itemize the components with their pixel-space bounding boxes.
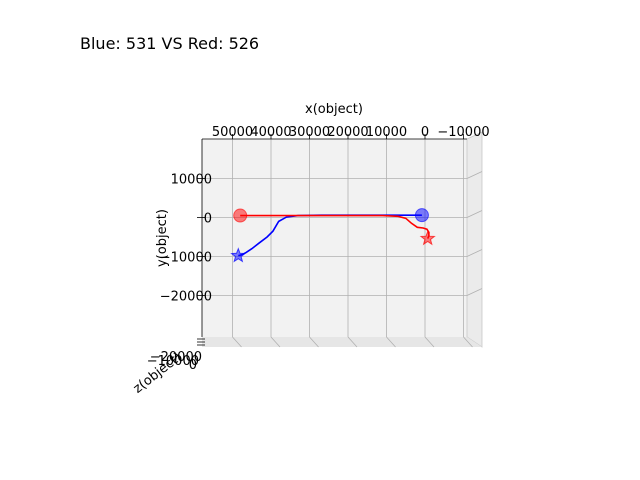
x-axis-label: x(object) [305,102,363,117]
series-end-marker-1 [419,230,436,246]
y-side-gridline [466,249,483,257]
y-side-gridline [466,171,483,179]
x-tick-label: 30000 [289,125,330,140]
x-tick-label: 20000 [327,125,368,140]
y-axis-label: y(object) [155,209,170,267]
series-layer [230,208,436,263]
back-pane [202,139,467,337]
x-tick-label: 50000 [212,125,253,140]
y-side-gridline [466,210,483,218]
series-start-marker-1 [233,208,248,223]
z-tick-label: 0 [189,358,197,373]
x-tick-label: 10000 [366,125,407,140]
y-tick-label: 10000 [171,173,212,188]
x-tick-label: 0 [421,125,429,140]
x-floor-gridline [270,336,281,348]
z-tick-label: −10000 [147,354,199,369]
y-tick-label: −10000 [160,251,212,266]
y-tick-label: −20000 [160,290,212,305]
z-tick-label: −20000 [150,350,202,365]
y-ticks: 10000 0 −10000 −20000 [160,173,212,305]
grid-lines [202,139,483,348]
x-floor-gridline [347,336,358,348]
x-floor-gridline [386,336,396,348]
x-floor-gridline [463,336,473,348]
series-start-marker-0 [414,208,429,223]
series-end-marker-0 [230,247,247,263]
side-pane [466,131,483,348]
chart-title: Blue: 531 VS Red: 526 [80,34,259,53]
x-tick-label: −10000 [437,125,489,140]
x-tick-label: 40000 [250,125,291,140]
x-floor-gridline [309,336,319,348]
floor-pane [202,337,482,347]
series-line-1 [240,214,430,239]
y-side-gridline [466,288,483,296]
x-floor-gridline [232,336,242,348]
y-tick-label: 0 [204,212,212,227]
x-floor-gridline [424,336,435,348]
